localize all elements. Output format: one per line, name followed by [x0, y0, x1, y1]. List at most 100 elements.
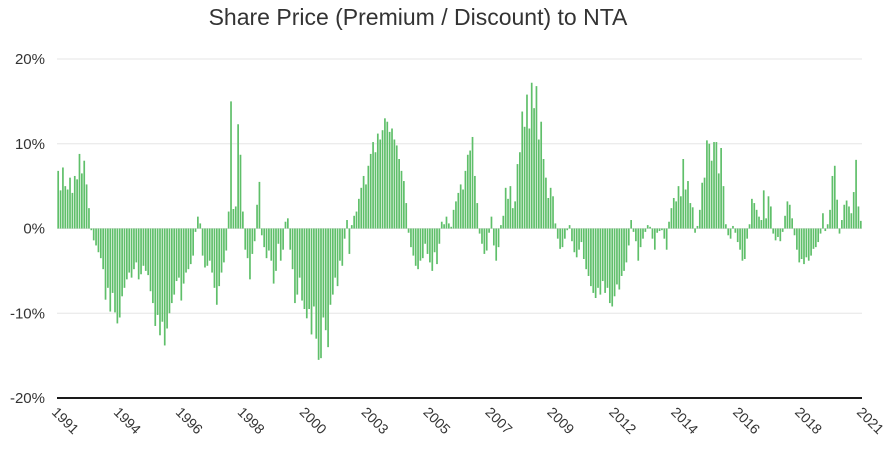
bar [372, 142, 374, 229]
x-axis-ticks: 1991 1994 1996 1998 2000 2003 2005 2007 2009 2012… [49, 404, 887, 437]
bar [374, 152, 377, 229]
bar [69, 177, 71, 229]
x-tick-label: 2021 [854, 404, 887, 437]
bar [286, 218, 289, 229]
bar [793, 228, 796, 236]
bar [784, 215, 786, 229]
bar [710, 160, 713, 229]
bar [291, 228, 294, 270]
bar [455, 201, 457, 229]
bar [329, 228, 332, 305]
bar [400, 170, 403, 229]
bar [457, 192, 460, 229]
bar [83, 160, 86, 229]
bar [537, 139, 540, 229]
bar [755, 209, 758, 229]
bar [249, 228, 251, 280]
bar [305, 228, 308, 319]
bar [152, 228, 154, 304]
bar [104, 228, 107, 300]
bar [552, 196, 554, 229]
bar [154, 228, 157, 326]
bar [772, 228, 775, 234]
bar [168, 228, 171, 314]
bar [232, 209, 235, 229]
bar [769, 206, 772, 229]
bar [807, 228, 810, 261]
bar [175, 228, 178, 282]
bar [845, 200, 848, 229]
bar [739, 228, 741, 250]
bar [682, 159, 685, 229]
bar [339, 228, 341, 261]
bar [495, 228, 498, 261]
bar [88, 208, 90, 229]
bar [564, 228, 566, 239]
bar [521, 111, 524, 229]
bar [729, 228, 732, 239]
bar [777, 228, 779, 237]
bar [289, 228, 292, 250]
bar [426, 228, 429, 254]
bar [272, 228, 275, 284]
y-axis-ticks: 20% 10% 0% -10% -20% [10, 51, 45, 407]
y-tick-label: -20% [10, 390, 45, 407]
bar [381, 130, 384, 229]
bar [663, 228, 666, 239]
bar [173, 228, 176, 295]
bar [424, 228, 427, 244]
bar [204, 228, 206, 268]
bar [384, 118, 386, 229]
bar [310, 228, 313, 335]
bar [464, 170, 467, 229]
bar [743, 228, 746, 260]
bar [433, 228, 436, 253]
bar [748, 224, 751, 229]
bar [819, 228, 822, 234]
bar [284, 221, 287, 229]
bar [694, 228, 696, 233]
bar [727, 228, 730, 236]
bar [500, 225, 502, 229]
bar [630, 220, 632, 229]
bar [632, 228, 635, 232]
bar [822, 213, 824, 229]
bar [471, 136, 474, 229]
bar [185, 228, 187, 273]
bar [542, 159, 545, 229]
bar [391, 128, 393, 229]
bar [92, 228, 95, 241]
bar [642, 228, 644, 239]
bar [438, 228, 441, 244]
bar [713, 142, 715, 229]
bar [616, 228, 618, 285]
bar [279, 228, 282, 261]
bar [459, 184, 462, 229]
bar [857, 206, 860, 229]
bar [215, 228, 218, 305]
bar [485, 228, 488, 251]
bar [398, 159, 400, 229]
bar [526, 94, 528, 229]
bar-series [57, 82, 862, 360]
bar [414, 228, 417, 266]
x-tick-label: 2012 [606, 404, 639, 437]
bar [760, 220, 763, 229]
bar [395, 145, 398, 229]
bar [258, 181, 261, 229]
bar [613, 228, 616, 297]
bar [142, 228, 145, 266]
y-tick-label: 0% [23, 221, 45, 238]
bar [504, 187, 507, 229]
bar [237, 124, 239, 229]
bar [346, 220, 348, 229]
bar [587, 228, 590, 276]
bar [490, 216, 493, 229]
bar [568, 225, 571, 229]
x-tick-label: 1994 [111, 404, 144, 437]
bar [343, 228, 346, 239]
bar [355, 211, 358, 229]
bar [393, 139, 396, 229]
bar [829, 209, 831, 229]
bar [786, 201, 789, 229]
